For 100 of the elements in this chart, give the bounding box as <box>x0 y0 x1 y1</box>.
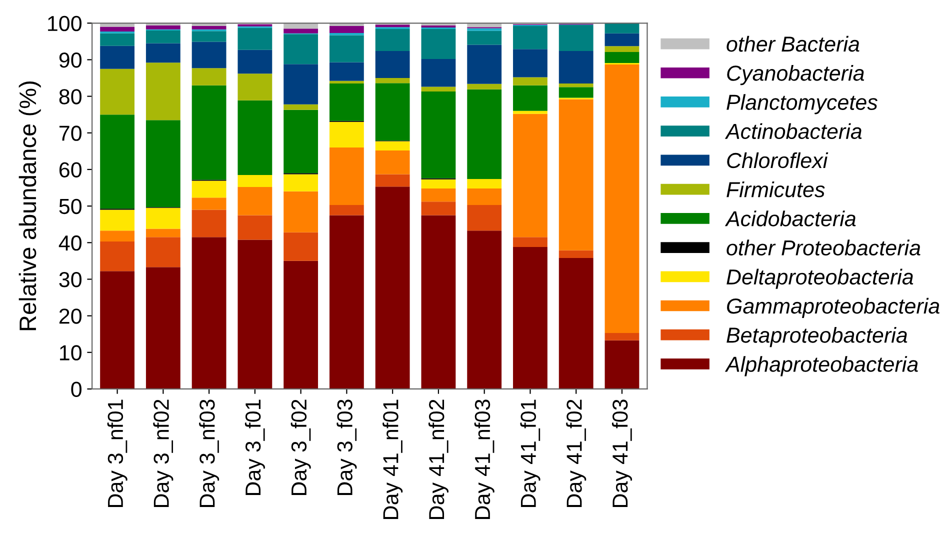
bar <box>284 174 318 192</box>
bar <box>467 44 502 84</box>
bar <box>146 25 180 30</box>
y-tick-label: 20 <box>59 308 82 324</box>
bar <box>604 23 640 34</box>
bar <box>329 215 364 389</box>
legend-label: Cyanobacteria <box>727 65 864 86</box>
bar <box>329 84 364 121</box>
bar <box>604 33 640 46</box>
bar <box>238 174 272 188</box>
bar <box>100 68 134 115</box>
bar <box>192 237 226 389</box>
bar <box>146 120 180 208</box>
bar <box>329 204 364 216</box>
x-tick-label: Day 3_f01 <box>244 400 265 496</box>
bar <box>467 28 502 31</box>
legend-label: Acidobacteria <box>724 210 856 226</box>
bar <box>100 271 134 389</box>
bar <box>192 42 226 68</box>
legend-label: Betaproteobacteria <box>726 327 908 348</box>
bar <box>421 86 456 92</box>
bar <box>192 180 226 198</box>
bar <box>284 104 318 110</box>
bar <box>558 250 594 258</box>
bar <box>284 34 318 64</box>
bar <box>604 46 640 52</box>
bar <box>284 23 318 29</box>
bar <box>146 62 180 120</box>
bar <box>146 43 180 63</box>
bar <box>421 188 456 202</box>
legend-label: other Proteobacteria <box>726 240 920 256</box>
bar <box>604 64 640 333</box>
bar <box>467 230 502 389</box>
bar <box>100 23 134 27</box>
bar <box>146 237 180 268</box>
bar <box>467 89 502 179</box>
bar <box>146 267 180 389</box>
bar <box>513 247 548 389</box>
bar <box>284 191 318 232</box>
bar <box>238 74 272 100</box>
bar <box>513 114 548 238</box>
bar <box>284 260 318 389</box>
y-tick-label: 100 <box>48 16 82 32</box>
y-tick-label: 40 <box>58 235 82 251</box>
y-tick-label: 0 <box>71 382 82 397</box>
bar <box>100 230 134 242</box>
bar <box>192 85 226 180</box>
bar <box>238 187 272 216</box>
bar <box>558 258 594 389</box>
bar <box>100 114 134 209</box>
bar <box>375 174 410 187</box>
x-tick-label: Day 3_nf02 <box>153 400 174 508</box>
bar <box>467 178 502 188</box>
x-tick-label: Day 3_f03 <box>336 400 357 496</box>
bar <box>329 122 364 148</box>
bar <box>421 25 456 28</box>
bar <box>238 28 272 50</box>
y-tick-label: 60 <box>59 162 82 178</box>
bar <box>375 150 410 174</box>
bar <box>467 204 502 231</box>
y-tick-label: 90 <box>59 52 82 68</box>
bar <box>146 228 180 238</box>
bar <box>513 237 548 248</box>
bar <box>467 84 502 90</box>
bar <box>100 210 134 231</box>
x-tick-label: Day 41_nf03 <box>474 400 494 520</box>
bar <box>146 30 180 44</box>
bar <box>513 49 548 78</box>
bar <box>284 232 318 261</box>
bar <box>329 80 364 84</box>
x-tick-label: Day 3_f02 <box>290 400 311 496</box>
bar <box>375 28 410 51</box>
x-tick-label: Day 41_f03 <box>612 400 632 508</box>
bar <box>558 87 594 98</box>
bar <box>192 210 226 238</box>
bar <box>238 100 272 175</box>
bar <box>284 110 318 174</box>
y-tick-label: 50 <box>59 198 82 214</box>
y-tick-label: 80 <box>59 89 82 104</box>
bar <box>421 202 456 216</box>
legend-label: Actinobacteria <box>724 123 862 140</box>
bar <box>192 26 226 30</box>
bar <box>192 31 226 42</box>
bar <box>329 35 364 62</box>
legend-label: Alphaproteobacteria <box>724 356 918 376</box>
x-tick-label: Day 41_nf02 <box>428 400 448 520</box>
bar <box>238 215 272 240</box>
bar <box>604 340 640 389</box>
bar <box>375 83 410 141</box>
bar <box>100 242 134 272</box>
bar <box>100 46 134 69</box>
bar <box>238 50 272 74</box>
legend-label: Planctomycetes <box>726 94 878 114</box>
bar <box>100 26 134 32</box>
y-tick-label: 30 <box>59 272 82 288</box>
bar <box>421 28 456 59</box>
bar <box>375 186 410 389</box>
bar <box>513 110 548 114</box>
bar <box>329 62 364 81</box>
bar <box>558 50 594 84</box>
